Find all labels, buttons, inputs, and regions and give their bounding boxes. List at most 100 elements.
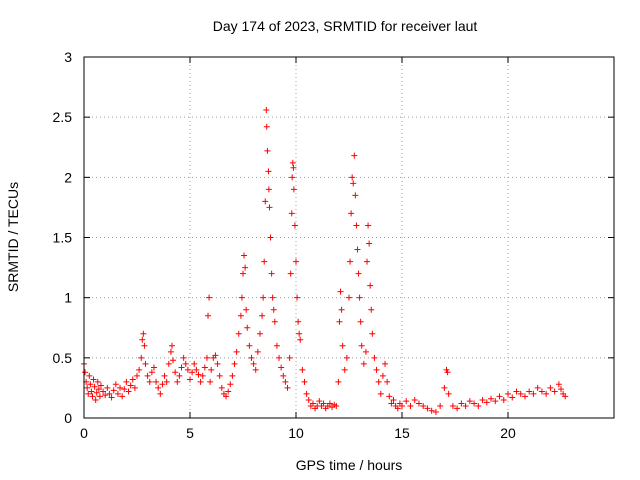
data-point bbox=[356, 294, 363, 301]
data-point bbox=[375, 378, 382, 385]
x-tick-label: 10 bbox=[288, 425, 304, 441]
data-point bbox=[148, 369, 155, 376]
data-point bbox=[444, 369, 451, 376]
data-point bbox=[95, 386, 102, 393]
y-axis-title: SRMTID / TECUs bbox=[5, 182, 21, 292]
data-point bbox=[84, 384, 91, 391]
x-tick-label: 0 bbox=[80, 425, 88, 441]
data-point bbox=[496, 393, 503, 400]
data-point bbox=[262, 198, 269, 205]
data-point bbox=[270, 306, 277, 313]
data-point bbox=[462, 402, 469, 409]
data-point bbox=[97, 382, 104, 389]
data-point bbox=[364, 258, 371, 265]
data-point bbox=[172, 369, 179, 376]
data-point bbox=[91, 383, 98, 390]
data-point bbox=[88, 388, 95, 395]
data-point bbox=[287, 270, 294, 277]
data-point bbox=[382, 360, 389, 367]
data-point bbox=[309, 400, 316, 407]
data-point bbox=[284, 384, 291, 391]
chart-title: Day 174 of 2023, SRMTID for receiver lau… bbox=[213, 18, 478, 34]
data-point bbox=[193, 366, 200, 373]
data-point bbox=[371, 354, 378, 361]
data-point bbox=[333, 402, 340, 409]
data-point bbox=[208, 366, 215, 373]
data-point bbox=[415, 400, 422, 407]
data-point bbox=[265, 168, 272, 175]
data-point bbox=[165, 360, 172, 367]
data-point bbox=[261, 258, 268, 265]
y-tick-label: 3 bbox=[64, 49, 72, 65]
data-point bbox=[246, 342, 253, 349]
data-point bbox=[492, 398, 499, 405]
data-point bbox=[127, 382, 134, 389]
data-point bbox=[216, 372, 223, 379]
data-point bbox=[238, 294, 245, 301]
data-point bbox=[212, 352, 219, 359]
data-point bbox=[377, 390, 384, 397]
data-point bbox=[365, 222, 372, 229]
data-point bbox=[454, 405, 461, 412]
data-point bbox=[547, 384, 554, 391]
x-tick-label: 20 bbox=[500, 425, 516, 441]
data-point bbox=[301, 378, 308, 385]
data-point bbox=[526, 388, 533, 395]
data-point bbox=[341, 366, 348, 373]
data-point bbox=[432, 408, 439, 415]
data-point bbox=[384, 378, 391, 385]
data-point bbox=[87, 381, 94, 388]
data-point bbox=[242, 264, 249, 271]
data-point bbox=[558, 386, 564, 393]
data-point bbox=[297, 336, 304, 343]
data-point bbox=[264, 147, 271, 154]
x-tick-label: 15 bbox=[394, 425, 410, 441]
data-point bbox=[449, 402, 456, 409]
data-point bbox=[243, 306, 250, 313]
data-point bbox=[267, 234, 274, 241]
data-point bbox=[483, 399, 490, 406]
data-point bbox=[290, 164, 297, 171]
data-point bbox=[521, 393, 528, 400]
data-point bbox=[254, 348, 261, 355]
data-point bbox=[235, 330, 242, 337]
data-point bbox=[420, 402, 427, 409]
data-point bbox=[85, 390, 92, 397]
data-point bbox=[458, 400, 465, 407]
data-point bbox=[488, 395, 495, 402]
data-point bbox=[89, 393, 96, 400]
data-point bbox=[282, 378, 289, 385]
data-point bbox=[343, 354, 350, 361]
data-point bbox=[90, 376, 97, 383]
data-point bbox=[117, 384, 124, 391]
data-point bbox=[157, 390, 164, 397]
x-axis-title: GPS time / hours bbox=[296, 457, 403, 473]
data-point bbox=[93, 389, 100, 396]
data-point bbox=[233, 348, 240, 355]
data-point bbox=[360, 360, 367, 367]
y-tick-label: 2 bbox=[64, 169, 72, 185]
data-point bbox=[335, 378, 342, 385]
data-point bbox=[538, 388, 545, 395]
data-point bbox=[184, 366, 191, 373]
data-point bbox=[386, 393, 393, 400]
data-point bbox=[347, 258, 354, 265]
data-point bbox=[530, 390, 537, 397]
data-point bbox=[121, 386, 128, 393]
data-point bbox=[263, 123, 270, 130]
data-point bbox=[346, 294, 352, 301]
data-point bbox=[280, 372, 287, 379]
data-point bbox=[174, 378, 181, 385]
data-point bbox=[134, 372, 140, 379]
data-point bbox=[358, 342, 365, 349]
data-point bbox=[428, 407, 435, 414]
data-point bbox=[163, 378, 170, 385]
data-point bbox=[227, 381, 234, 388]
data-point bbox=[338, 306, 345, 313]
data-point bbox=[94, 378, 101, 385]
data-point bbox=[248, 354, 255, 361]
data-point bbox=[144, 372, 151, 379]
data-point bbox=[367, 282, 374, 289]
data-point bbox=[534, 384, 541, 391]
